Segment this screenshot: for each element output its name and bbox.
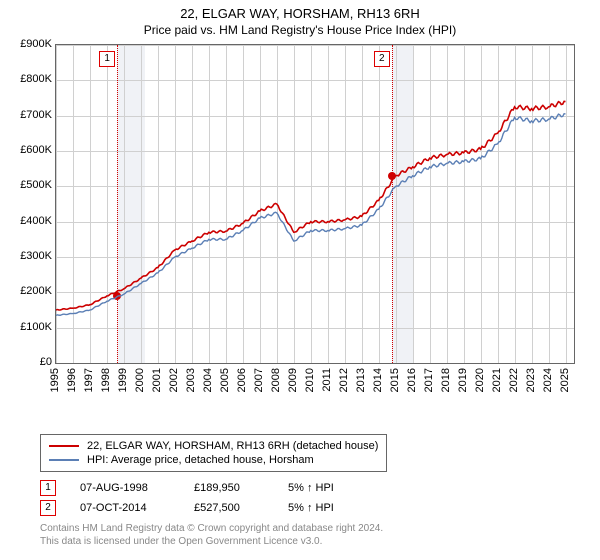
x-axis-tick: 2011 — [321, 368, 333, 392]
x-axis-tick: 2000 — [134, 368, 146, 392]
footnote: Contains HM Land Registry data © Crown c… — [40, 522, 383, 548]
series-price_paid — [56, 101, 566, 310]
price-paid-flag: 2 — [40, 500, 56, 516]
x-axis-tick: 2023 — [525, 368, 537, 392]
x-axis-tick: 2015 — [389, 368, 401, 392]
x-axis-tick: 2014 — [372, 368, 384, 392]
x-axis-tick: 2019 — [457, 368, 469, 392]
x-axis-tick: 2017 — [423, 368, 435, 392]
title-subtitle: Price paid vs. HM Land Registry's House … — [0, 23, 600, 37]
chart-titles: 22, ELGAR WAY, HORSHAM, RH13 6RH Price p… — [0, 0, 600, 37]
price-paid-flag: 1 — [40, 480, 56, 496]
x-axis-tick: 2006 — [236, 368, 248, 392]
price-paid-row: 2 07-OCT-2014 £527,500 5% ↑ HPI — [40, 498, 368, 518]
y-axis-tick: £300K — [2, 250, 52, 262]
x-axis-tick: 1995 — [49, 368, 61, 392]
y-axis-tick: £400K — [2, 215, 52, 227]
x-axis-tick: 2007 — [253, 368, 265, 392]
x-axis-tick: 2008 — [270, 368, 282, 392]
x-axis-tick: 2025 — [559, 368, 571, 392]
x-axis-tick: 2013 — [355, 368, 367, 392]
x-axis-tick: 2024 — [542, 368, 554, 392]
x-axis-tick: 2002 — [168, 368, 180, 392]
y-axis-tick: £900K — [2, 38, 52, 50]
series-hpi — [56, 114, 566, 316]
price-paid-date: 07-OCT-2014 — [80, 502, 170, 514]
price-paid-row: 1 07-AUG-1998 £189,950 5% ↑ HPI — [40, 478, 368, 498]
x-axis-tick: 2010 — [304, 368, 316, 392]
chart-series-svg — [56, 45, 574, 363]
price-paid-table: 1 07-AUG-1998 £189,950 5% ↑ HPI 2 07-OCT-2014… — [40, 478, 368, 518]
x-axis-tick: 2005 — [219, 368, 231, 392]
legend-row-price-paid: 22, ELGAR WAY, HORSHAM, RH13 6RH (detach… — [49, 439, 378, 453]
y-axis-tick: £0 — [2, 356, 52, 368]
price-paid-pct: 5% ↑ HPI — [288, 502, 368, 514]
y-axis-tick: £600K — [2, 144, 52, 156]
footnote-line: This data is licensed under the Open Gov… — [40, 535, 383, 548]
price-paid-pct: 5% ↑ HPI — [288, 482, 368, 494]
x-axis-tick: 2020 — [474, 368, 486, 392]
chart-plot-area: 12 — [55, 44, 575, 364]
x-axis-tick: 2022 — [508, 368, 520, 392]
x-axis-tick: 2004 — [202, 368, 214, 392]
x-axis-tick: 2009 — [287, 368, 299, 392]
y-axis-tick: £700K — [2, 109, 52, 121]
y-axis-tick: £100K — [2, 321, 52, 333]
y-axis-tick: £500K — [2, 179, 52, 191]
legend-label: HPI: Average price, detached house, Hors… — [87, 454, 314, 466]
x-axis-tick: 1997 — [83, 368, 95, 392]
y-axis-tick: £200K — [2, 285, 52, 297]
x-axis-tick: 2016 — [406, 368, 418, 392]
x-axis-tick: 2001 — [151, 368, 163, 392]
x-axis-tick: 1998 — [100, 368, 112, 392]
legend-swatch — [49, 459, 79, 461]
y-axis-tick: £800K — [2, 73, 52, 85]
legend: 22, ELGAR WAY, HORSHAM, RH13 6RH (detach… — [40, 434, 387, 472]
chart: 12 £0 £100K £200K £300K £400K £500K £600K £700K… — [0, 44, 600, 424]
x-axis-tick: 2003 — [185, 368, 197, 392]
x-axis-tick: 1996 — [66, 368, 78, 392]
price-paid-amount: £527,500 — [194, 502, 264, 514]
x-axis-tick: 2012 — [338, 368, 350, 392]
price-paid-date: 07-AUG-1998 — [80, 482, 170, 494]
price-paid-amount: £189,950 — [194, 482, 264, 494]
legend-label: 22, ELGAR WAY, HORSHAM, RH13 6RH (detach… — [87, 440, 378, 452]
footnote-line: Contains HM Land Registry data © Crown c… — [40, 522, 383, 535]
x-axis-tick: 1999 — [117, 368, 129, 392]
title-address: 22, ELGAR WAY, HORSHAM, RH13 6RH — [0, 6, 600, 21]
x-axis-tick: 2021 — [491, 368, 503, 392]
legend-row-hpi: HPI: Average price, detached house, Hors… — [49, 453, 378, 467]
legend-swatch — [49, 445, 79, 447]
x-axis-tick: 2018 — [440, 368, 452, 392]
